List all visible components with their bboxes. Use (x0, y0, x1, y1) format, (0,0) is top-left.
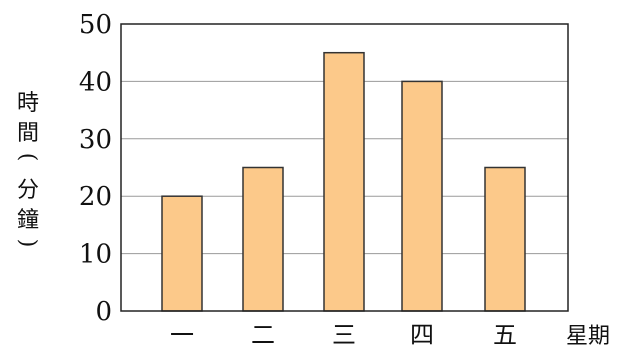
bar (161, 195, 203, 312)
y-tick-label: 20 (79, 182, 112, 212)
y-tick-label: 30 (79, 125, 112, 155)
y-axis-title-char: 間 (17, 121, 39, 146)
bars (161, 51, 526, 312)
x-category-labels: 一二三四五 (170, 321, 517, 349)
y-tick-label: 10 (79, 240, 112, 270)
bar (323, 51, 365, 312)
x-category-label: 四 (410, 321, 434, 349)
y-axis-title-char: ) (15, 239, 40, 248)
bar (242, 166, 284, 312)
y-axis-title-char: 時 (17, 91, 39, 116)
y-tick-label: 40 (79, 67, 112, 97)
y-axis-title-char: ( (15, 153, 40, 162)
x-axis-title: 星期 (566, 324, 610, 349)
y-axis-title-char: 鐘 (17, 208, 39, 233)
x-category-label: 三 (332, 321, 356, 349)
y-axis-title: 時間 ( 分鐘) (15, 91, 40, 247)
bar (484, 166, 526, 312)
x-category-label: 二 (251, 321, 275, 349)
x-category-label: 一 (170, 321, 194, 349)
x-category-label: 五 (493, 321, 517, 349)
plot-frame (120, 23, 569, 312)
bar (401, 80, 443, 312)
y-tick-label: 0 (95, 297, 112, 327)
y-tick-label: 50 (79, 10, 112, 40)
y-tick-labels: 0 10 20 30 40 50 (79, 10, 112, 327)
y-axis-title-char: 分 (17, 178, 39, 203)
